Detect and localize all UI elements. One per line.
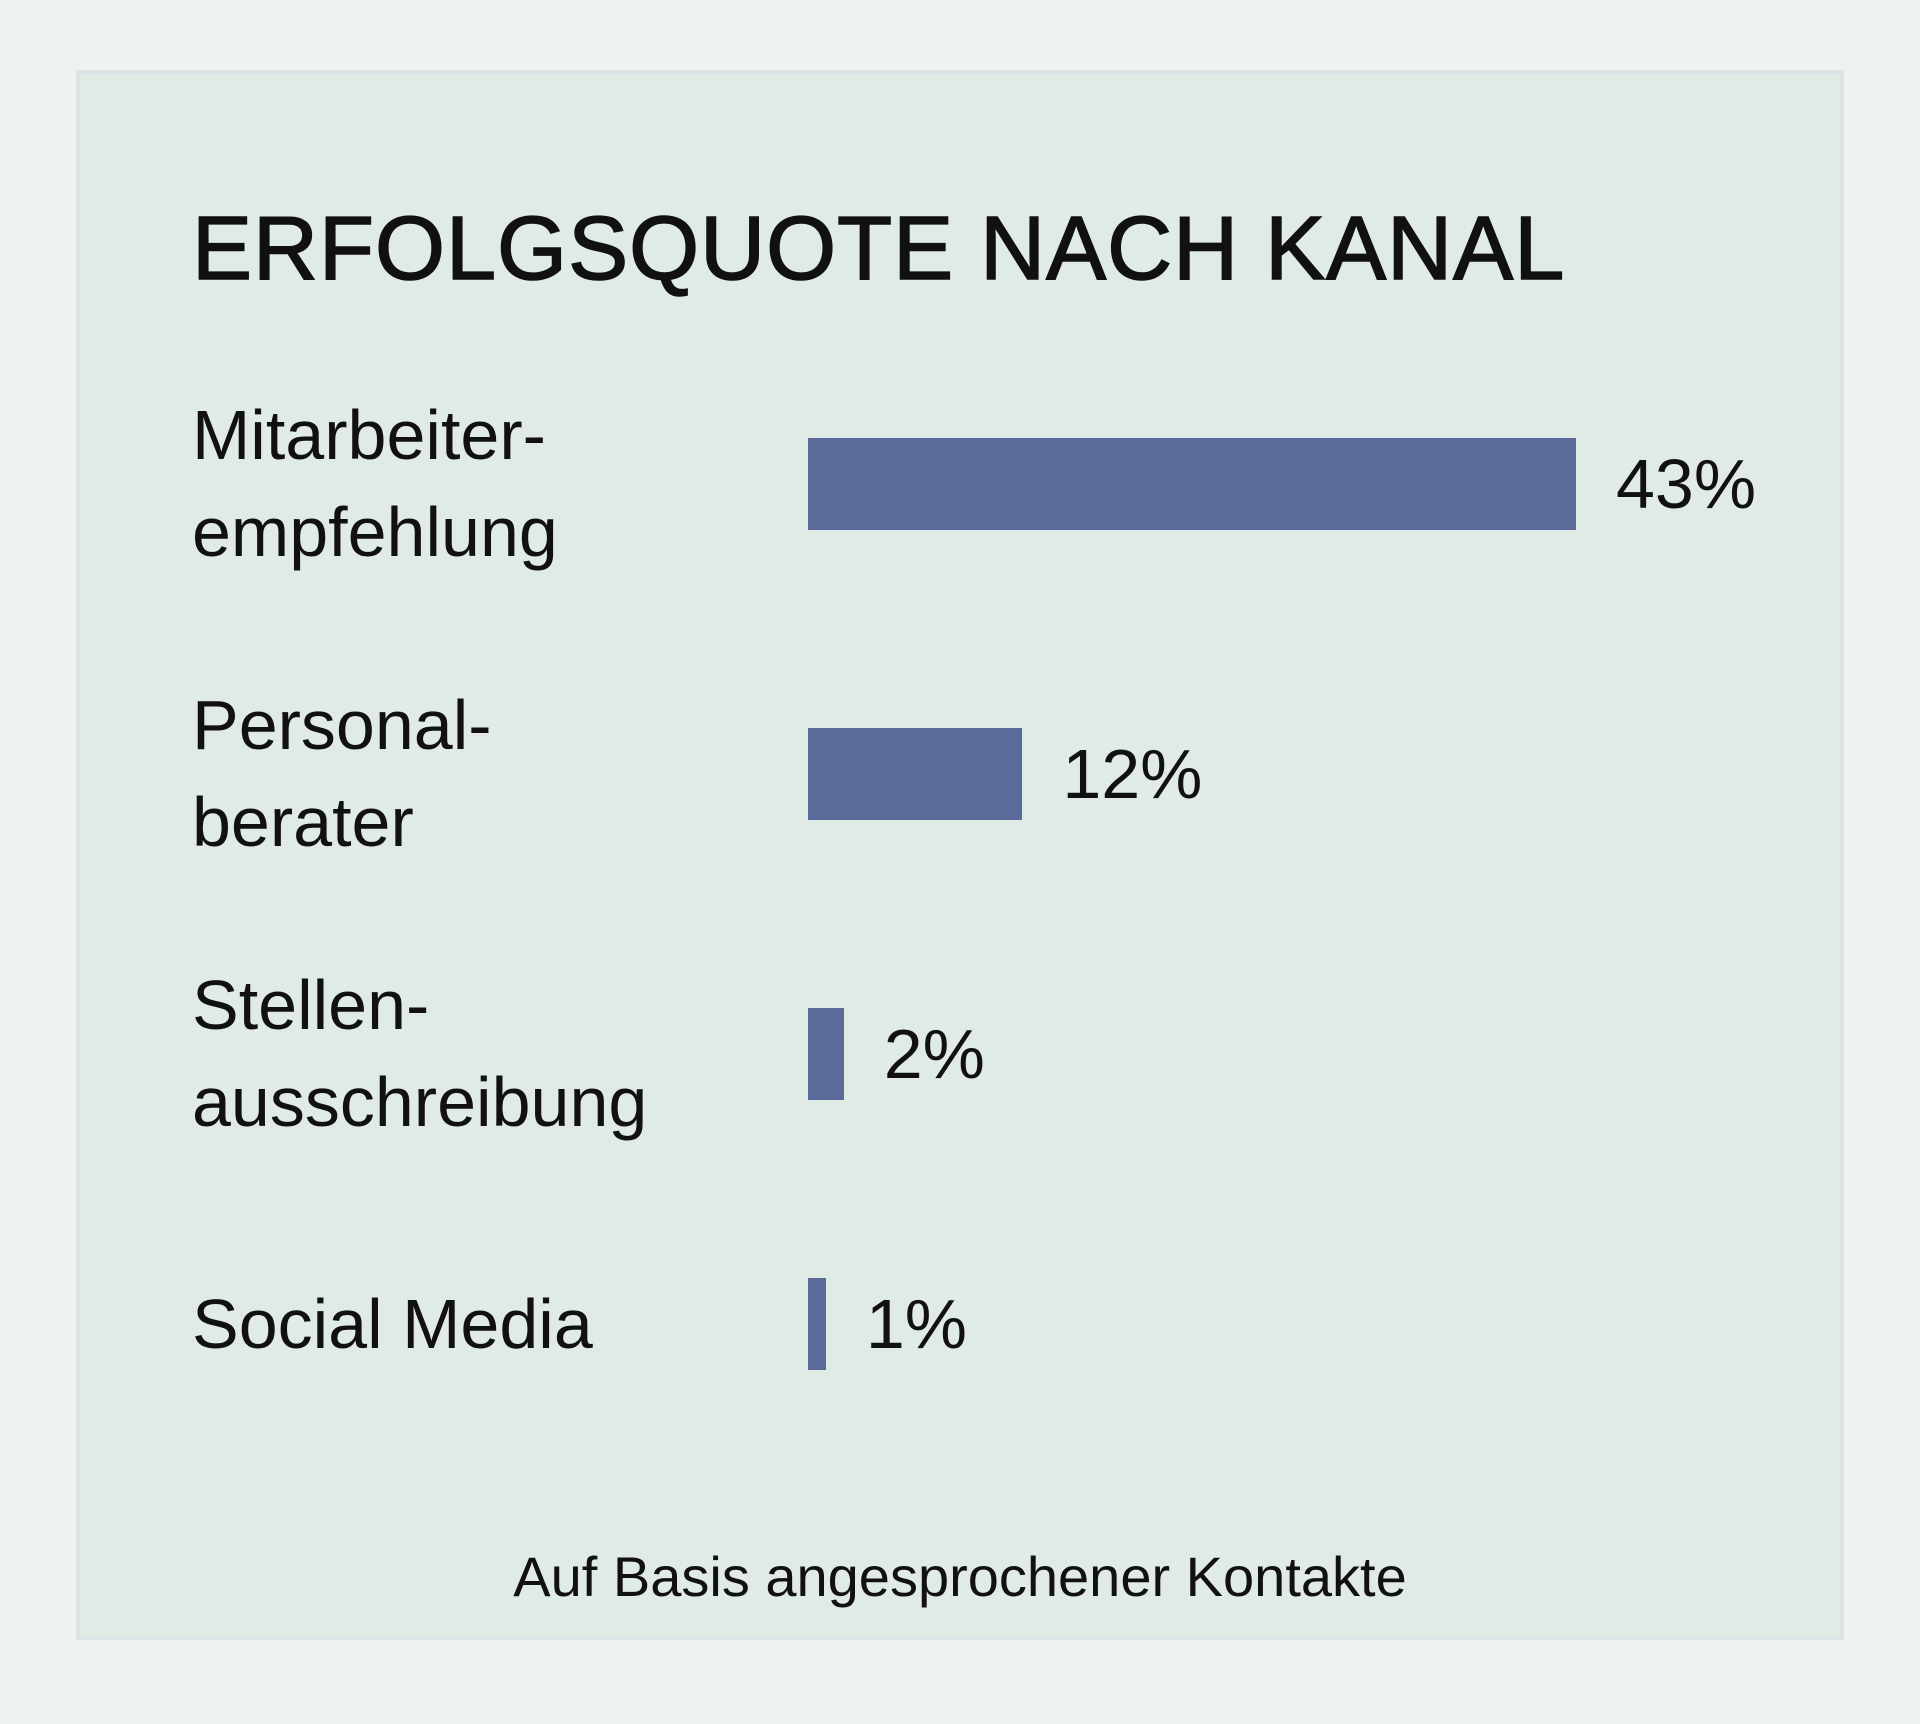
- bar: [808, 1278, 826, 1370]
- category-label: Stellen- ausschreibung: [192, 966, 648, 1141]
- chart-title: ERFOLGSQUOTE NACH KANAL: [191, 199, 1566, 299]
- bar-value-label: 12%: [1062, 735, 1203, 813]
- bar: [808, 1008, 844, 1100]
- bar: [808, 728, 1023, 820]
- chart-card: ERFOLGSQUOTE NACH KANAL Mitarbeiter- emp…: [76, 70, 1844, 1640]
- bar-value-label: 1%: [865, 1285, 968, 1363]
- bar-value-label: 43%: [1616, 445, 1757, 523]
- chart-footnote: Auf Basis angesprochener Kontakte: [513, 1545, 1407, 1608]
- category-label: Mitarbeiter- empfehlung: [192, 396, 558, 571]
- category-label: Social Media: [192, 1284, 593, 1363]
- category-label: Personal- berater: [192, 686, 492, 861]
- bar: [808, 438, 1576, 530]
- bar-value-label: 2%: [883, 1015, 985, 1093]
